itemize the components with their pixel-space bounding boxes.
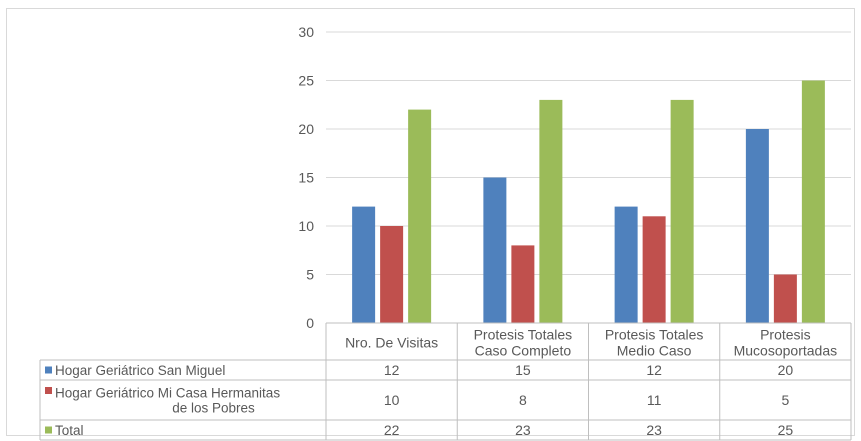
bar (801, 80, 825, 323)
bar (773, 274, 797, 323)
x-tick-label: Nro. De Visitas (345, 334, 438, 350)
data-value: 25 (778, 422, 794, 438)
series-name: Total (55, 423, 84, 438)
legend-key (45, 366, 52, 374)
bar (642, 216, 666, 323)
data-value: 10 (384, 392, 400, 408)
series-name-line: Hogar Geriátrico Mi Casa Hermanitas (55, 386, 280, 401)
bar (539, 99, 563, 324)
series-name-line: de los Pobres (172, 401, 255, 416)
bar (745, 129, 769, 323)
data-table: Nro. De Visitas Protesis Totales Caso Comp… (39, 322, 852, 441)
data-value: 20 (778, 362, 794, 378)
series-name: Hogar Geriátrico San Miguel (55, 363, 225, 378)
chart-frame (6, 8, 855, 436)
data-value: 8 (519, 392, 527, 408)
bar (352, 206, 376, 323)
y-tick-label: 15 (298, 170, 314, 186)
data-value: 12 (646, 362, 662, 378)
data-value: 12 (384, 362, 400, 378)
data-value: 5 (781, 392, 789, 408)
y-tick-label: 25 (298, 73, 314, 89)
data-value: 23 (646, 422, 662, 438)
bar (408, 109, 432, 323)
bar-layer (352, 80, 825, 324)
legend-key (45, 426, 52, 434)
legend-key (45, 387, 52, 394)
bar (670, 99, 694, 324)
data-value: 15 (515, 362, 531, 378)
y-tick-label: 5 (306, 267, 314, 283)
data-value: 23 (515, 422, 531, 438)
bar (511, 245, 535, 323)
y-tick-label: 0 (306, 315, 314, 331)
bar (380, 226, 404, 323)
y-tick-label: 20 (298, 121, 314, 137)
y-tick-label: 10 (298, 218, 314, 234)
bar (614, 206, 638, 323)
data-value: 11 (647, 392, 662, 408)
tick-layer: 0 5 10 15 20 25 30 (298, 24, 314, 331)
bar (483, 177, 507, 323)
x-tick-label: Protesis Totales Medio Caso (605, 326, 704, 358)
x-tick-label: Protesis Mucosoportadas (734, 326, 838, 358)
y-tick-label: 30 (298, 24, 314, 40)
x-tick-label: Protesis Totales Caso Completo (474, 326, 573, 358)
data-value: 22 (384, 422, 400, 438)
grid-layer (326, 31, 851, 275)
